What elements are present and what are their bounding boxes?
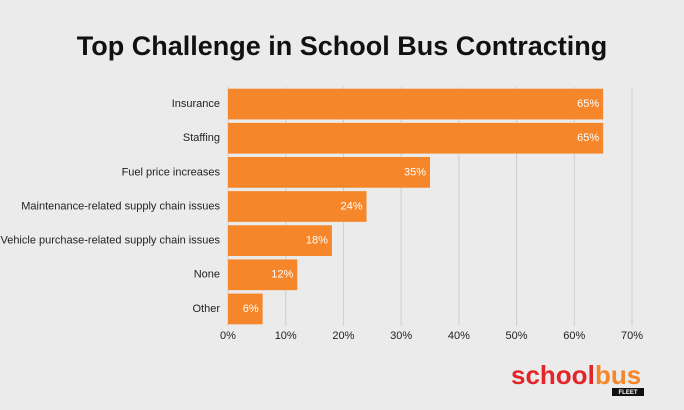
- bar: [228, 191, 367, 222]
- x-tick-label: 40%: [448, 330, 470, 342]
- x-tick-label: 30%: [390, 330, 412, 342]
- value-label: 24%: [340, 200, 362, 212]
- y-tick-label: Fuel price increases: [122, 166, 221, 178]
- logo-text: school: [511, 360, 595, 390]
- bar: [228, 88, 604, 120]
- y-tick-label: None: [194, 269, 220, 281]
- x-tick-label: 70%: [621, 330, 643, 342]
- y-tick-label: Maintenance-related supply chain issues: [21, 200, 220, 212]
- x-tick-label: 10%: [275, 330, 297, 342]
- y-tick-label: Insurance: [172, 98, 220, 110]
- logo-box: [612, 388, 644, 396]
- value-label: 18%: [306, 235, 328, 247]
- value-label: 6%: [243, 303, 259, 315]
- y-tick-label: Other: [192, 303, 220, 315]
- x-tick-label: 60%: [563, 330, 585, 342]
- value-label: 65%: [577, 98, 599, 110]
- value-label: 35%: [404, 166, 426, 178]
- chart-title: Top Challenge in School Bus Contracting: [77, 31, 608, 61]
- x-tick-label: 50%: [506, 330, 528, 342]
- logo-sub: FLEET: [619, 390, 638, 396]
- logo-text: bus: [595, 360, 641, 390]
- bar: [228, 293, 263, 325]
- logo: school bus FLEET: [511, 360, 644, 396]
- y-tick-label: Staffing: [183, 132, 220, 144]
- value-label: 12%: [271, 269, 293, 281]
- bar: [228, 156, 430, 188]
- bar: [228, 225, 332, 257]
- value-label: 65%: [577, 132, 599, 144]
- x-tick-label: 0%: [220, 330, 236, 342]
- bar: [228, 122, 604, 154]
- bar: [228, 259, 298, 291]
- y-tick-label: Vehicle purchase-related supply chain is…: [0, 235, 220, 247]
- x-tick-label: 20%: [332, 330, 354, 342]
